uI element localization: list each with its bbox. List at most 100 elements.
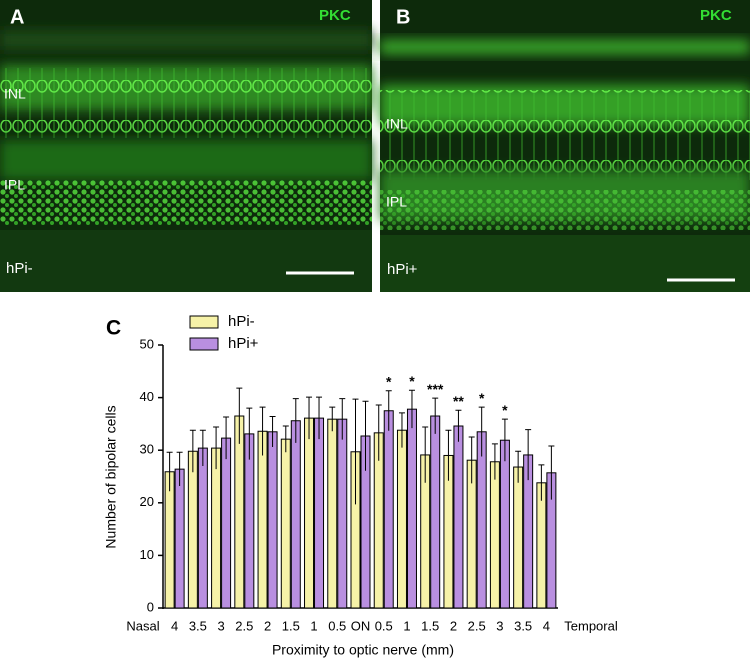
bar — [499, 439, 510, 609]
error-bar — [468, 436, 475, 484]
bar — [174, 468, 185, 609]
x-tick-label: 4 — [543, 618, 550, 633]
significance-label: * — [386, 373, 392, 389]
x-tick-label: 1 — [310, 618, 317, 633]
significance-label: * — [502, 402, 508, 418]
stain-label: PKC — [700, 7, 732, 24]
x-tick-label: 2 — [264, 618, 271, 633]
bar — [476, 431, 487, 609]
error-bar — [362, 400, 369, 471]
micrograph-b: B PKC INL IPL hPi+ — [380, 0, 750, 292]
bar — [383, 410, 394, 609]
layer-label: IPL — [386, 194, 407, 210]
x-tick-label: 3.5 — [514, 618, 532, 633]
bar — [337, 418, 348, 609]
bar — [280, 438, 291, 609]
error-bar — [166, 451, 173, 492]
y-axis-label: Number of bipolar cells — [103, 405, 119, 548]
error-bar — [259, 406, 266, 456]
bar — [536, 482, 547, 609]
error-bar — [478, 406, 485, 457]
significance-label: * — [409, 373, 415, 389]
error-bar — [501, 418, 508, 462]
error-bar — [213, 426, 220, 470]
bar — [164, 471, 175, 609]
error-bar — [269, 416, 276, 448]
bar — [327, 418, 338, 609]
error-bar — [445, 429, 452, 481]
error-bar — [525, 429, 532, 481]
x-end-label: Temporal — [564, 618, 618, 633]
legend-swatch — [189, 315, 219, 329]
error-bar — [292, 398, 299, 443]
x-tick-label: 2.5 — [468, 618, 486, 633]
significance-label: * — [479, 390, 485, 406]
panel-letter: B — [396, 6, 410, 28]
bar — [211, 447, 222, 609]
error-bar — [515, 450, 522, 483]
layer-label: INL — [386, 116, 408, 132]
legend-label: hPi- — [228, 313, 255, 330]
y-tick-label: 20 — [140, 494, 154, 509]
error-bar — [329, 406, 336, 432]
error-bar — [385, 390, 392, 431]
bar — [197, 447, 208, 609]
x-tick-label: 0.5 — [375, 618, 393, 633]
x-start-label: Nasal — [126, 618, 159, 633]
error-bar — [408, 389, 415, 429]
significance-label: *** — [427, 381, 444, 397]
error-bar — [455, 409, 462, 442]
y-tick-label: 40 — [140, 389, 154, 404]
legend-label: hPi+ — [228, 335, 259, 352]
group-label: hPi- — [6, 260, 33, 277]
y-tick-label: 0 — [147, 599, 154, 614]
x-tick-label: 2.5 — [235, 618, 253, 633]
x-tick-label: 0.5 — [328, 618, 346, 633]
bar — [187, 450, 198, 609]
y-tick-label: 50 — [140, 336, 154, 351]
significance-label: ** — [453, 393, 464, 409]
error-bar — [306, 396, 313, 440]
error-bar — [246, 407, 253, 460]
bar — [221, 437, 232, 609]
error-bar — [282, 425, 289, 453]
layer-label: INL — [4, 86, 26, 102]
micrograph-a: A PKC INL IPL hPi- — [0, 0, 372, 292]
bar — [290, 420, 301, 609]
group-label: hPi+ — [387, 261, 418, 278]
error-bar — [189, 429, 196, 473]
error-bar — [339, 398, 346, 440]
x-tick-label: ON — [351, 618, 371, 633]
x-tick-label: 3.5 — [189, 618, 207, 633]
layer-label: IPL — [4, 177, 25, 193]
panel-letter: A — [10, 6, 24, 28]
error-bar — [236, 387, 243, 444]
error-bar — [398, 412, 405, 448]
bar — [257, 430, 268, 609]
bar — [244, 433, 255, 609]
error-bar — [199, 429, 206, 466]
chart: C Number of bipolar cells Proximity to o… — [103, 313, 618, 658]
bar — [453, 425, 464, 609]
x-tick-label: 1.5 — [282, 618, 300, 633]
x-tick-label: 2 — [450, 618, 457, 633]
bar — [489, 461, 500, 609]
bar — [267, 431, 278, 609]
panel-letter: C — [106, 317, 121, 340]
x-tick-label: 3 — [496, 618, 503, 633]
bar — [314, 417, 325, 609]
x-tick-label: 1 — [403, 618, 410, 633]
error-bar — [223, 416, 230, 460]
bar — [234, 415, 245, 609]
y-tick-label: 10 — [140, 547, 154, 562]
error-bar — [538, 464, 545, 501]
bar — [396, 429, 407, 609]
error-bar — [375, 404, 382, 461]
x-tick-label: 4 — [171, 618, 178, 633]
y-tick-label: 30 — [140, 442, 154, 457]
stain-label: PKC — [319, 7, 351, 24]
error-bar — [316, 396, 323, 440]
bar — [304, 417, 315, 609]
error-bar — [548, 445, 555, 500]
